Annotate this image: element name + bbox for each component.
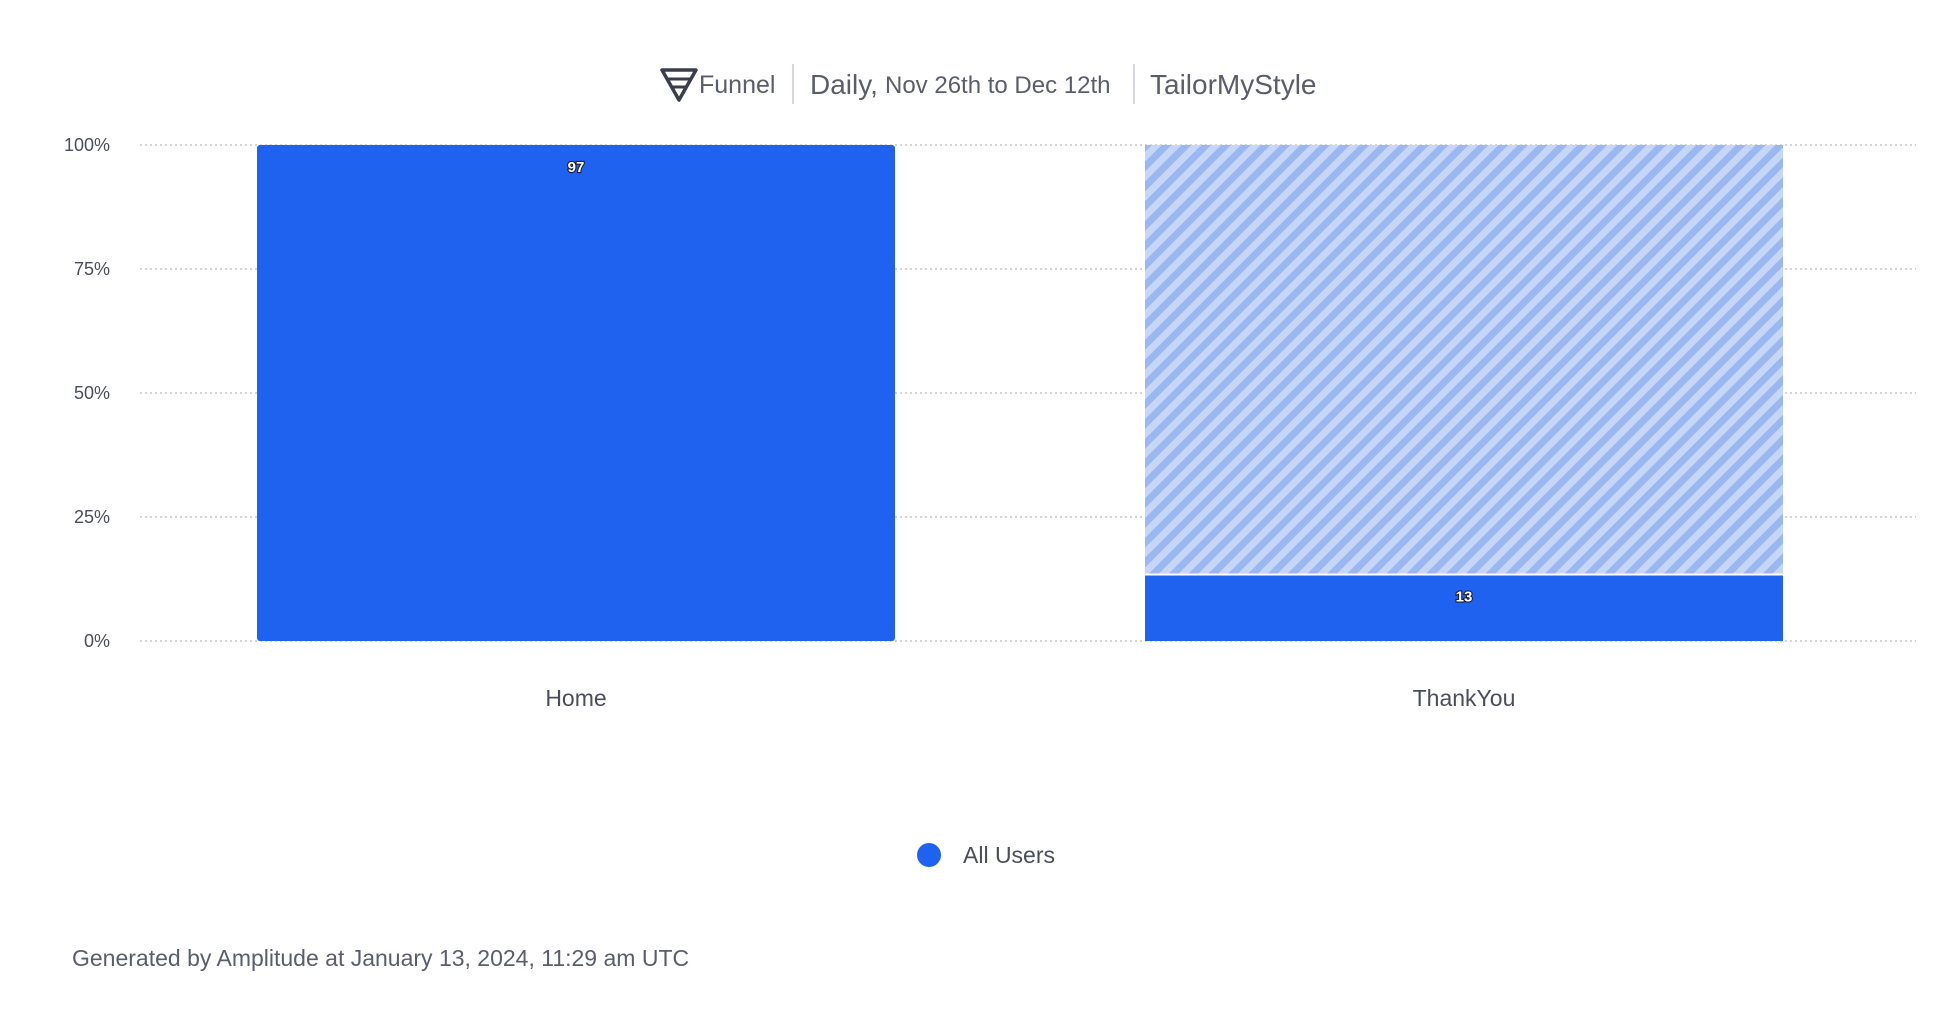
- bar-home[interactable]: [257, 145, 895, 641]
- x-axis-labels: Home ThankYou: [545, 685, 1515, 711]
- y-tick-label: 75%: [74, 259, 110, 279]
- bar-thankyou[interactable]: [1145, 575, 1783, 641]
- legend-swatch: [917, 843, 941, 867]
- bar-value-label: 13: [1456, 589, 1473, 606]
- chart-legend: All Users: [917, 842, 1055, 868]
- generated-by-footer: Generated by Amplitude at January 13, 20…: [72, 945, 689, 971]
- bar-value-label: 97: [568, 159, 585, 176]
- x-category-label: ThankYou: [1413, 685, 1516, 711]
- y-tick-label: 25%: [74, 507, 110, 527]
- date-range-label: Nov 26th to Dec 12th: [885, 72, 1110, 99]
- interval-label: Daily,: [810, 69, 878, 100]
- legend-label: All Users: [963, 842, 1055, 868]
- x-category-label: Home: [545, 685, 606, 711]
- bar-series-all-users: 97 13: [257, 145, 1783, 641]
- report-type-label: Funnel: [699, 71, 775, 99]
- dropoff-bar-thankyou[interactable]: [1145, 145, 1783, 575]
- project-label: TailorMyStyle: [1150, 69, 1316, 100]
- chart-header: Funnel Daily, Nov 26th to Dec 12th Tailo…: [660, 64, 1316, 104]
- y-tick-label: 0%: [84, 631, 110, 651]
- y-tick-label: 100%: [64, 135, 110, 155]
- y-tick-label: 50%: [74, 383, 110, 403]
- funnel-icon: [660, 68, 698, 102]
